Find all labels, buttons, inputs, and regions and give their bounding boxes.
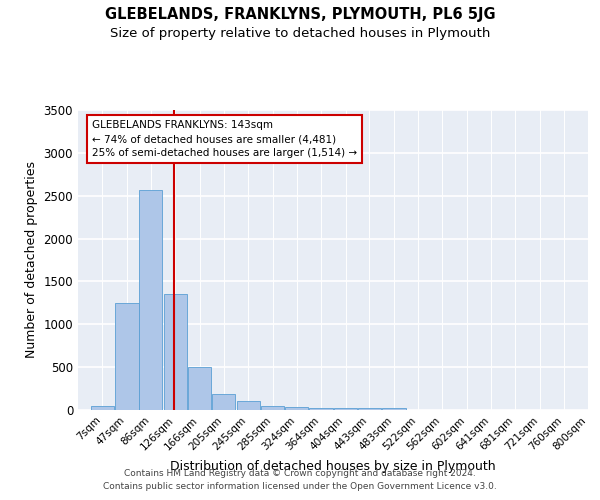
- Bar: [382, 408, 406, 410]
- Bar: [212, 394, 235, 410]
- Text: Contains HM Land Registry data © Crown copyright and database right 2024.: Contains HM Land Registry data © Crown c…: [124, 468, 476, 477]
- Text: Size of property relative to detached houses in Plymouth: Size of property relative to detached ho…: [110, 28, 490, 40]
- Bar: [334, 408, 357, 410]
- Y-axis label: Number of detached properties: Number of detached properties: [25, 162, 38, 358]
- Bar: [285, 408, 308, 410]
- Bar: [188, 367, 211, 410]
- Bar: [236, 400, 260, 410]
- Bar: [310, 408, 332, 410]
- Text: GLEBELANDS FRANKLYNS: 143sqm
← 74% of detached houses are smaller (4,481)
25% of: GLEBELANDS FRANKLYNS: 143sqm ← 74% of de…: [92, 120, 357, 158]
- Bar: [115, 303, 139, 410]
- Text: GLEBELANDS, FRANKLYNS, PLYMOUTH, PL6 5JG: GLEBELANDS, FRANKLYNS, PLYMOUTH, PL6 5JG: [104, 8, 496, 22]
- X-axis label: Distribution of detached houses by size in Plymouth: Distribution of detached houses by size …: [170, 460, 496, 473]
- Text: Contains public sector information licensed under the Open Government Licence v3: Contains public sector information licen…: [103, 482, 497, 491]
- Bar: [261, 406, 284, 410]
- Bar: [139, 190, 163, 410]
- Bar: [164, 294, 187, 410]
- Bar: [91, 406, 114, 410]
- Bar: [358, 408, 381, 410]
